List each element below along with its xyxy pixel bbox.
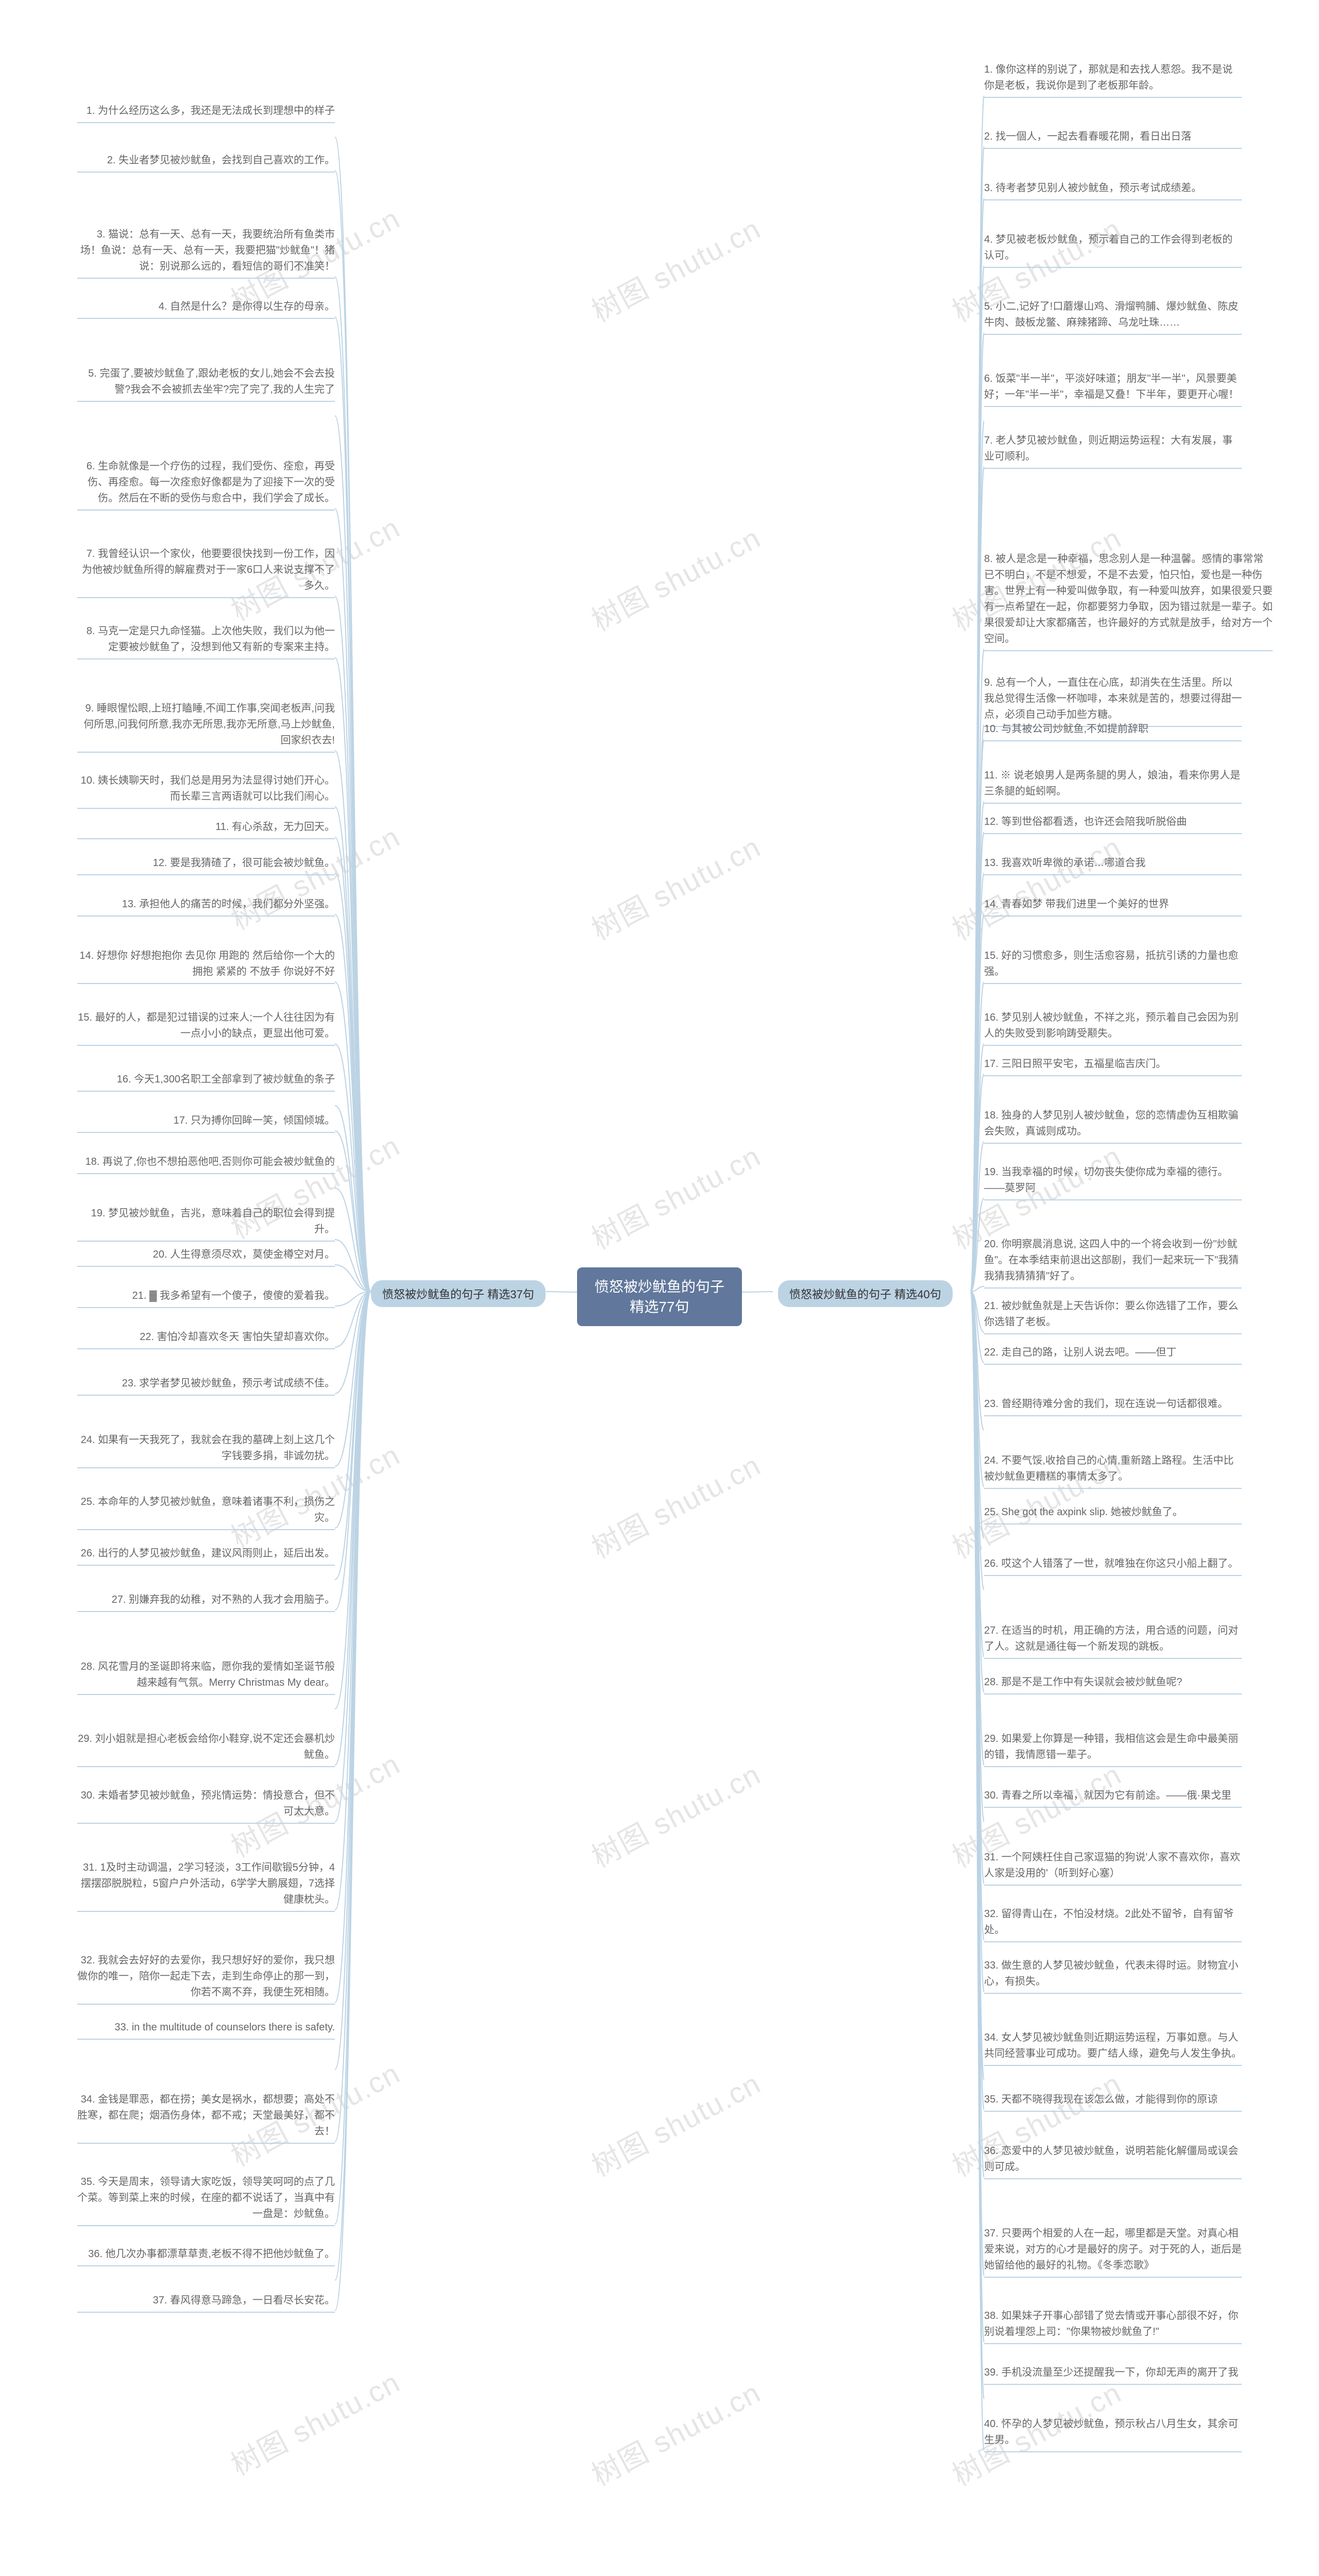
leaf-item: 12. 要是我猜碴了，很可能会被炒鱿鱼。 [77,855,335,875]
leaf-item: 4. 自然是什么？是你得以生存的母亲。 [77,299,335,319]
leaf-item: 10. 姨长姨聊天时，我们总是用另为法显得讨她们开心。而长辈三言两语就可以比我们… [77,773,335,809]
watermark: 树图 shutu.cn [583,824,767,948]
leaf-item: 16. 今天1,300名职工全部拿到了被炒鱿鱼的条子 [77,1072,335,1092]
leaf-item: 24. 不要气馁,收拾自己的心情,重新踏上路程。生活中比被炒鱿鱼更糟糕的事情太多… [984,1453,1242,1489]
leaf-item: 6. 生命就像是一个疗伤的过程，我们受伤、痊愈，再受伤、再痊愈。每一次痊愈好像都… [77,459,335,511]
leaf-item: 17. 三阳日照平安宅，五福星临吉庆门。 [984,1056,1242,1076]
leaf-item: 3. 待考者梦见别人被炒鱿鱼，预示考试成绩差。 [984,180,1242,200]
leaf-item: 20. 人生得意须尽欢，莫使金樽空对月。 [77,1247,335,1267]
leaf-item: 14. 青春如梦 带我们进里一个美好的世界 [984,896,1242,917]
leaf-item: 35. 天都不晓得我现在该怎么做，才能得到你的原谅 [984,2092,1242,2112]
leaf-item: 8. 被人是念是一种幸福，思念别人是一种温馨。感情的事常常已不明白，不是不想爱，… [984,551,1273,651]
leaf-item: 11. ※ 说老娘男人是两条腿的男人，娘油，看来你男人是三条腿的蚯蚓啊。 [984,768,1242,804]
leaf-item: 16. 梦见别人被炒鱿鱼，不祥之兆，预示着自己会因为别人的失败受到影响踌受颟失。 [984,1010,1242,1046]
watermark: 树图 shutu.cn [583,1133,767,1258]
leaf-item: 25. 本命年的人梦见被炒鱿鱼，意味着诸事不利，损伤之灾。 [77,1494,335,1530]
leaf-item: 30. 未婚者梦见被炒鱿鱼，预兆情运势：情投意合，但不可太大意。 [77,1788,335,1824]
leaf-item: 1. 为什么经历这么多，我还是无法成长到理想中的样子 [77,103,335,123]
leaf-item: 32. 我就会去好好的去爱你，我只想好好的爱你，我只想做你的唯一，陪你一起走下去… [77,1953,335,2005]
leaf-item: 3. 猫说：总有一天、总有一天，我要统治所有鱼类市场！鱼说：总有一天、总有一天，… [77,227,335,279]
watermark: 树图 shutu.cn [583,1752,767,1876]
watermark: 树图 shutu.cn [583,2370,767,2494]
leaf-item: 31. 一个阿姨枉住自己家逗猫的狗说'人家不喜欢你，喜欢人家是没用的'（听到好心… [984,1850,1242,1886]
leaf-item: 13. 我喜欢听卑微的承诺…哪道合我 [984,855,1242,875]
leaf-item: 28. 风花雪月的圣诞即将来临，愿你我的爱情如圣诞节般越来越有气氛。Merry … [77,1659,335,1695]
watermark: 树图 shutu.cn [223,2360,407,2484]
leaf-item: 36. 恋爱中的人梦见被炒鱿鱼，说明若能化解僵局或误会则可成。 [984,2143,1242,2179]
leaf-item: 15. 最好的人，都是犯过错误的过来人;一个人往往因为有一点小小的缺点，更显出他… [77,1010,335,1046]
leaf-item: 23. 曾经期待难分舍的我们，现在连说一句话都很难。 [984,1396,1242,1416]
leaf-item: 33. 做生意的人梦见被炒鱿鱼，代表未得时运。财物宜小心，有损失。 [984,1958,1242,1994]
leaf-item: 37. 春风得意马蹄急，一日看尽长安花。 [77,2293,335,2313]
leaf-item: 11. 有心杀敌，无力回天。 [77,819,335,839]
leaf-item: 15. 好的习惯愈多，则生活愈容易，抵抗引诱的力量也愈强。 [984,948,1242,984]
leaf-item: 30. 青春之所以幸福，就因为它有前途。——俄·果戈里 [984,1788,1242,1808]
leaf-item: 23. 求学者梦见被炒鱿鱼，预示考试成绩不佳。 [77,1376,335,1396]
leaf-item: 19. 当我幸福的时候，切勿丧失使你成为幸福的德行。——莫罗阿 [984,1164,1242,1200]
leaf-item: 19. 梦见被炒鱿鱼，吉兆，意味着自己的职位会得到提升。 [77,1206,335,1242]
leaf-item: 7. 我曾经认识一个家伙，他要要很快找到一份工作，因为他被炒鱿鱼所得的解雇费对于… [77,546,335,598]
leaf-item: 22. 害怕冷却喜欢冬天 害怕失望却喜欢你。 [77,1329,335,1349]
leaf-item: 38. 如果妹子开事心部错了觉去情或开事心部很不好，你别说着埋怨上司："你果物被… [984,2308,1242,2344]
leaf-item: 21. 被炒鱿鱼就是上天告诉你：要么你选错了工作，要么你选错了老板。 [984,1298,1242,1334]
branch-right: 愤怒被炒鱿鱼的句子 精选40句 [778,1280,953,1307]
leaf-item: 40. 怀孕的人梦见被炒鱿鱼，预示秋占八月生女，其余可生男。 [984,2416,1242,2452]
leaf-item: 21. ▓ 我多希望有一个傻子，傻傻的爱着我。 [77,1288,335,1308]
leaf-item: 29. 刘小姐就是担心老板会给你小鞋穿,说不定还会暴机炒鱿鱼。 [77,1731,335,1767]
leaf-item: 5. 小二,记好了!口蘑爆山鸡、滑熘鸭脯、爆炒鱿鱼、陈皮牛肉、鼓板龙鳖、麻辣猪蹄… [984,299,1242,335]
leaf-item: 27. 别嫌弃我的幼稚，对不熟的人我才会用脑子。 [77,1592,335,1612]
watermark: 树图 shutu.cn [583,515,767,639]
leaf-item: 29. 如果爱上你算是一种错，我相信这会是生命中最美丽的错，我情愿错一辈子。 [984,1731,1242,1767]
leaf-item: 2. 找一個人，一起去看春暖花開，看日出日落 [984,129,1242,149]
leaf-item: 27. 在适当的时机，用正确的方法，用合适的问题，问对了人。这就是通往每一个新发… [984,1623,1242,1659]
leaf-item: 25. She got the axpink slip. 她被炒鱿鱼了。 [984,1504,1242,1524]
leaf-item: 34. 女人梦见被炒鱿鱼则近期运势运程，万事如意。与人共同经营事业可成功。要广结… [984,2030,1242,2066]
leaf-item: 7. 老人梦见被炒鱿鱼，则近期运势运程：大有发展，事业可顺利。 [984,433,1242,469]
leaf-item: 6. 饭菜"半一半"，平淡好味道；朋友"半一半"，风景要美好；一年"半一半"，幸… [984,371,1242,407]
watermark: 树图 shutu.cn [583,1443,767,1567]
leaf-item: 18. 独身的人梦见别人被炒鱿鱼，您的恋情虚伪互相欺骗会失败，真诚则成功。 [984,1108,1242,1144]
leaf-item: 35. 今天是周末，领导请大家吃饭，领导笑呵呵的点了几个菜。等到菜上来的时候，在… [77,2174,335,2226]
leaf-item: 9. 睡眼惺忪眼,上班打瞌睡,不闻工作事,突闻老板声,问我何所思,问我何所意,我… [77,701,335,753]
leaf-item: 2. 失业者梦见被炒鱿鱼，会找到自己喜欢的工作。 [77,152,335,173]
leaf-item: 1. 像你这样的别说了，那就是和去找人惹怨。我不是说你是老板，我说你是到了老板那… [984,62,1242,98]
leaf-item: 9. 总有一个人，一直住在心底，却消失在生活里。所以我总觉得生活像一杯咖啡，本来… [984,675,1242,727]
leaf-item: 5. 完蛋了,要被炒鱿鱼了,跟幼老板的女儿,她会不会去投警?我会不会被抓去坐牢?… [77,366,335,402]
leaf-item: 22. 走自己的路，让别人说去吧。——但丁 [984,1345,1242,1365]
leaf-item: 17. 只为搏你回眸一笑，倾国倾城。 [77,1113,335,1133]
leaf-item: 14. 好想你 好想抱抱你 去见你 用跑的 然后给你一个大的拥抱 紧紧的 不放手… [77,948,335,984]
leaf-item: 39. 手机没流量至少还提醒我一下，你却无声的离开了我 [984,2365,1242,2385]
leaf-item: 34. 金钱是罪恶，都在捞；美女是祸水，都想要；高处不胜寒，都在爬；烟酒伤身体，… [77,2092,335,2144]
leaf-item: 24. 如果有一天我死了，我就会在我的墓碑上刻上这几个字钱要多捐，非诚勿扰。 [77,1432,335,1468]
watermark: 树图 shutu.cn [583,206,767,330]
leaf-item: 33. in the multitude of counselors there… [77,2020,335,2040]
leaf-item: 18. 再说了,你也不想拍恶他吧,否则你可能会被炒鱿鱼的 [77,1154,335,1174]
leaf-item: 37. 只要两个相爱的人在一起，哪里都是天堂。对真心相爱来说，对方的心才是最好的… [984,2226,1242,2278]
leaf-item: 8. 马克一定是只九命怪猫。上次他失败，我们以为他一定要被炒鱿鱼了，没想到他又有… [77,623,335,659]
leaf-item: 4. 梦见被老板炒鱿鱼，预示着自己的工作会得到老板的认可。 [984,232,1242,268]
leaf-item: 13. 承担他人的痛苦的时候，我们都分外坚强。 [77,896,335,917]
leaf-item: 36. 他几次办事都漂草草责,老板不得不把他炒鱿鱼了。 [77,2246,335,2266]
root-node: 愤怒被炒鱿鱼的句子精选77句 [577,1267,742,1326]
leaf-item: 26. 出行的人梦见被炒鱿鱼，建议风雨则止，延后出发。 [77,1546,335,1566]
branch-left: 愤怒被炒鱿鱼的句子 精选37句 [371,1280,546,1307]
leaf-item: 10. 与其被公司炒鱿鱼,不如提前辞职 [984,721,1242,741]
watermark: 树图 shutu.cn [944,824,1128,948]
leaf-item: 12. 等到世俗都看透，也许还会陪我听脱俗曲 [984,814,1242,834]
leaf-item: 31. 1及时主动调温，2学习轻淡，3工作间歇锻5分钟，4摆摆邵脱脱粒，5窗户户… [77,1860,335,1912]
leaf-item: 26. 哎这个人错落了一世，就唯独在你这只小船上翻了。 [984,1556,1242,1576]
leaf-item: 32. 留得青山在，不怕没材烧。2此处不留爷，自有留爷处。 [984,1906,1242,1942]
watermark: 树图 shutu.cn [583,2061,767,2185]
leaf-item: 20. 你明察晨消息说, 这四人中的一个将会收到一份"炒鱿鱼"。在本季结束前退出… [984,1236,1242,1289]
leaf-item: 28. 那是不是工作中有失误就会被炒鱿鱼呢? [984,1674,1242,1694]
